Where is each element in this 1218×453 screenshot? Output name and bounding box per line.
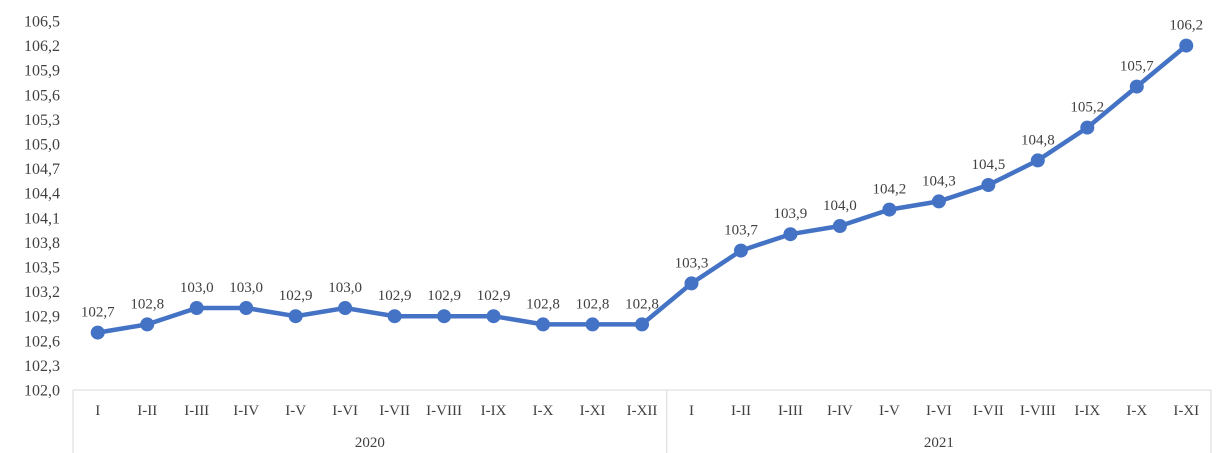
- data-point: [1179, 38, 1194, 53]
- data-point: [585, 317, 600, 332]
- data-label: 105,2: [1070, 100, 1104, 116]
- data-point: [783, 227, 798, 242]
- x-tick-label: I-V: [285, 403, 306, 419]
- data-point: [635, 317, 649, 332]
- data-label: 102,7: [81, 305, 115, 321]
- x-tick-label: I-IX: [481, 403, 507, 419]
- x-tick-label: I-VIII: [426, 403, 462, 419]
- data-label: 106,2: [1169, 18, 1203, 34]
- y-tick-label: 103,8: [24, 235, 60, 252]
- x-tick-label: I-VIII: [1020, 403, 1056, 419]
- data-point: [832, 219, 847, 233]
- x-tick-label: I-IX: [1074, 403, 1100, 419]
- x-tick-label: I-XI: [580, 403, 606, 419]
- data-label: 104,8: [1021, 132, 1055, 148]
- data-label: 102,8: [576, 296, 610, 312]
- data-point: [981, 178, 996, 192]
- data-label: 102,9: [378, 288, 412, 304]
- data-point: [189, 301, 204, 315]
- data-point: [733, 243, 748, 258]
- y-tick-label: 104,4: [24, 186, 60, 203]
- data-point: [140, 317, 155, 332]
- x-tick-label: I-II: [137, 403, 157, 419]
- y-tick-label: 104,1: [24, 210, 60, 227]
- x-tick-label: I-IV: [233, 403, 259, 419]
- x-tick-label: I-VI: [332, 403, 358, 419]
- x-tick-label: I-III: [184, 403, 209, 419]
- group-label: 2020: [355, 435, 385, 451]
- data-point: [288, 309, 303, 324]
- data-point: [1080, 120, 1095, 135]
- data-label: 102,9: [477, 288, 511, 304]
- data-point: [90, 325, 105, 340]
- y-tick-label: 103,2: [24, 284, 60, 301]
- data-label: 102,9: [279, 288, 313, 304]
- data-label: 104,5: [971, 157, 1005, 173]
- data-point: [338, 301, 353, 315]
- y-tick-label: 102,9: [24, 309, 60, 326]
- x-tick-label: I-II: [731, 403, 751, 419]
- data-label: 105,7: [1120, 59, 1154, 75]
- y-tick-label: 105,9: [24, 63, 60, 80]
- data-label: 103,9: [774, 206, 808, 222]
- data-point: [931, 194, 946, 209]
- data-point: [239, 301, 254, 315]
- y-tick-label: 105,0: [24, 137, 60, 154]
- x-tick-label: I: [689, 403, 694, 419]
- x-tick-label: I-XII: [627, 403, 658, 419]
- data-label: 102,8: [526, 296, 560, 312]
- data-point: [536, 317, 551, 332]
- data-label: 102,8: [625, 296, 659, 312]
- x-tick-label: I: [95, 403, 100, 419]
- x-tick-label: I-IV: [827, 403, 853, 419]
- data-label: 102,8: [130, 296, 164, 312]
- x-tick-label: I-X: [1126, 403, 1147, 419]
- x-tick-label: I-XI: [1173, 403, 1199, 419]
- data-point: [684, 276, 699, 291]
- data-label: 104,0: [823, 198, 857, 214]
- data-label: 104,3: [922, 173, 956, 189]
- x-tick-label: I-VII: [379, 403, 410, 419]
- x-tick-label: I-V: [879, 403, 900, 419]
- y-tick-label: 103,5: [24, 260, 60, 277]
- data-labels: 102,7 102,8 103,0 103,0 102,9 103,0 102,9 102,9…: [81, 18, 1203, 321]
- data-label: 102,9: [427, 288, 461, 304]
- data-point: [387, 309, 402, 324]
- y-tick-label: 102,6: [24, 333, 60, 350]
- y-tick-label: 105,3: [24, 112, 60, 129]
- data-label: 103,3: [675, 255, 709, 271]
- data-label: 103,7: [724, 223, 758, 239]
- y-tick-label: 106,5: [24, 14, 60, 31]
- data-label: 104,2: [873, 182, 907, 198]
- data-label: 103,0: [229, 280, 263, 296]
- data-label: 103,0: [180, 280, 214, 296]
- data-point: [1030, 153, 1045, 168]
- data-point: [437, 309, 452, 324]
- y-tick-label: 102,3: [24, 358, 60, 375]
- y-tick-label: 102,0: [24, 383, 60, 400]
- x-tick-label: I-III: [778, 403, 803, 419]
- y-tick-label: 105,6: [24, 87, 60, 104]
- data-label: 103,0: [328, 280, 362, 296]
- data-point: [882, 202, 897, 217]
- series-line: [90, 38, 1194, 340]
- x-tick-label: I-X: [533, 403, 554, 419]
- y-tick-label: 104,7: [24, 161, 60, 178]
- x-tick-label: I-VI: [926, 403, 952, 419]
- y-tick-label: 106,2: [24, 38, 60, 55]
- x-tick-label: I-VII: [973, 403, 1004, 419]
- data-point: [486, 309, 501, 324]
- y-axis: 102,0 102,3 102,6 102,9 103,2 103,5 103,8 104,1…: [24, 14, 60, 400]
- group-label: 2021: [924, 435, 954, 451]
- data-point: [1129, 79, 1144, 94]
